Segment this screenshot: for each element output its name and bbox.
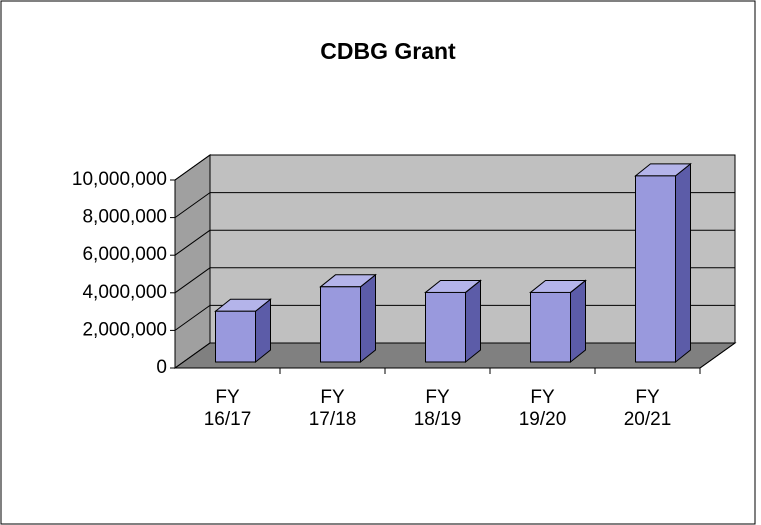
bar-front [320, 286, 361, 363]
y-tick-label: 10,000,000 [72, 169, 167, 190]
bar-front [635, 175, 676, 363]
y-tick-label: 0 [156, 357, 167, 378]
y-tick-label: 6,000,000 [82, 244, 167, 265]
bar-front [425, 291, 466, 363]
grid-line [174, 342, 211, 369]
bar-side [570, 279, 586, 364]
bar-side [465, 279, 481, 364]
x-tick-label: FY 17/18 [309, 387, 357, 430]
x-axis-end [699, 342, 736, 369]
chart-title: CDBG Grant [320, 38, 456, 64]
grid-line [174, 304, 211, 331]
x-tick-label: FY 18/19 [414, 387, 462, 430]
bar-side [360, 273, 376, 364]
bar [424, 279, 482, 364]
grid-line [174, 229, 211, 256]
side-wall [174, 154, 211, 369]
y-tick-label: 8,000,000 [82, 207, 167, 228]
x-tick-label: FY 19/20 [519, 387, 567, 430]
bar [634, 162, 692, 364]
bar [319, 273, 377, 364]
grid-line [174, 267, 211, 294]
bar-front [530, 291, 571, 363]
x-tick-label: FY 20/21 [624, 387, 672, 430]
bar [529, 279, 587, 364]
grid-line [174, 192, 211, 219]
bar-side [675, 162, 691, 364]
y-tick-label: 4,000,000 [82, 282, 167, 303]
bar-front [215, 310, 256, 363]
grid-line [174, 154, 211, 181]
x-tick-label: FY 16/17 [204, 387, 252, 430]
bar [214, 298, 272, 364]
y-tick-label: 2,000,000 [82, 319, 167, 340]
